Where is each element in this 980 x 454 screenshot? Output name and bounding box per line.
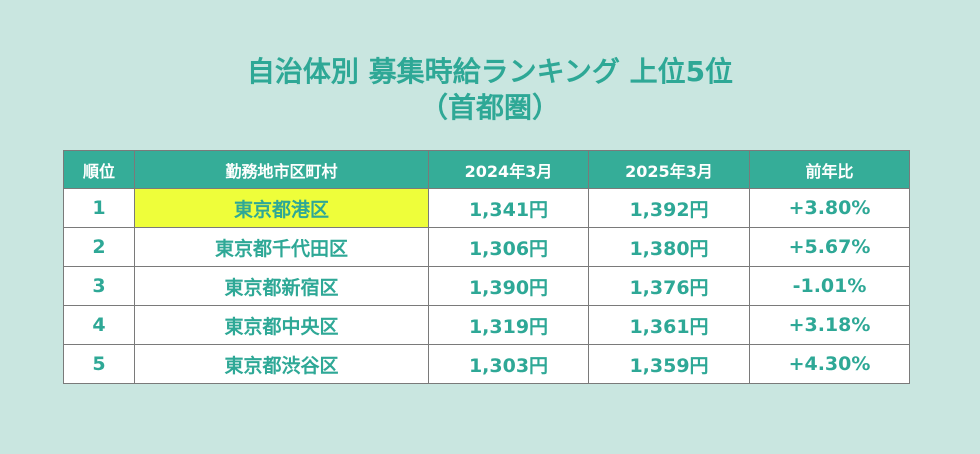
municipality-cell: 東京都新宿区 [134, 266, 429, 306]
ranking-table: 順位 勤務地市区町村 2024年3月 2025年3月 前年比 1 東京都港区 1… [63, 150, 910, 384]
rank-cell: 3 [63, 266, 135, 306]
wage-2024-cell: 1,341円 [428, 188, 589, 228]
yoy-cell: +5.67% [749, 227, 910, 267]
wage-2024-cell: 1,390円 [428, 266, 589, 306]
yoy-cell: -1.01% [749, 266, 910, 306]
rank-cell: 2 [63, 227, 135, 267]
municipality-cell: 東京都渋谷区 [134, 344, 429, 384]
header-2024-march: 2024年3月 [428, 150, 589, 189]
wage-2025-cell: 1,361円 [588, 305, 750, 345]
table-row: 5 東京都渋谷区 1,303円 1,359円 +4.30% [63, 344, 910, 384]
wage-2025-cell: 1,376円 [588, 266, 750, 306]
wage-2024-cell: 1,319円 [428, 305, 589, 345]
table-row: 4 東京都中央区 1,319円 1,361円 +3.18% [63, 305, 910, 345]
wage-2025-cell: 1,380円 [588, 227, 750, 267]
yoy-cell: +3.18% [749, 305, 910, 345]
header-rank: 順位 [63, 150, 135, 189]
table-row: 2 東京都千代田区 1,306円 1,380円 +5.67% [63, 227, 910, 267]
municipality-cell: 東京都千代田区 [134, 227, 429, 267]
yoy-cell: +4.30% [749, 344, 910, 384]
municipality-cell: 東京都中央区 [134, 305, 429, 345]
wage-2025-cell: 1,359円 [588, 344, 750, 384]
header-yoy: 前年比 [749, 150, 910, 189]
header-2025-march: 2025年3月 [588, 150, 750, 189]
chart-title: 自治体別 募集時給ランキング 上位5位 [246, 55, 734, 88]
rank-cell: 5 [63, 344, 135, 384]
yoy-cell: +3.80% [749, 188, 910, 228]
wage-2024-cell: 1,303円 [428, 344, 589, 384]
rank-cell: 4 [63, 305, 135, 345]
municipality-cell-highlighted: 東京都港区 [134, 188, 429, 228]
table-row: 1 東京都港区 1,341円 1,392円 +3.80% [63, 188, 910, 228]
rank-cell: 1 [63, 188, 135, 228]
wage-2024-cell: 1,306円 [428, 227, 589, 267]
wage-2025-cell: 1,392円 [588, 188, 750, 228]
header-municipality: 勤務地市区町村 [134, 150, 429, 189]
table-row: 3 東京都新宿区 1,390円 1,376円 -1.01% [63, 266, 910, 306]
table-header-row: 順位 勤務地市区町村 2024年3月 2025年3月 前年比 [63, 150, 910, 189]
chart-subtitle: （首都圏） [419, 91, 560, 124]
